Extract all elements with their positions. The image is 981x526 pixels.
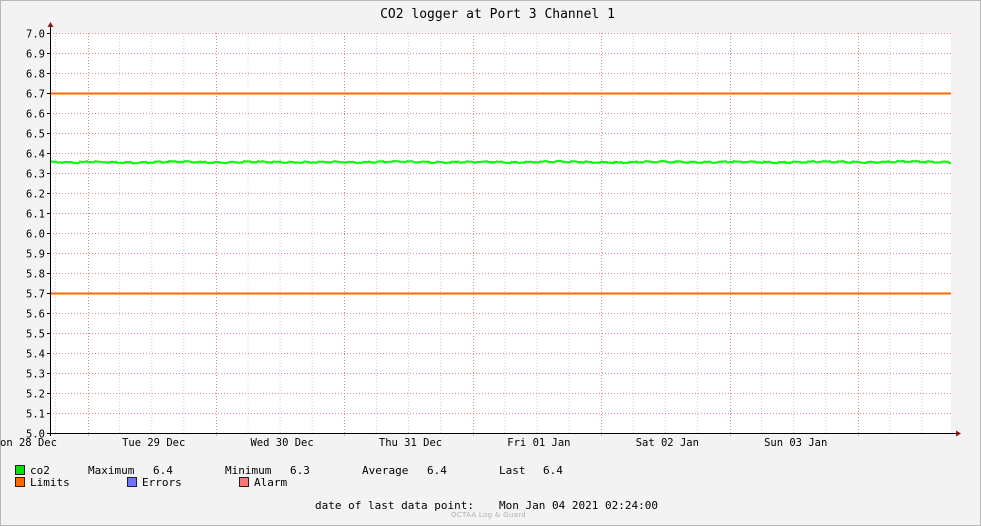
- legend-min-label: Minimum: [225, 464, 272, 477]
- y-tick-label: 6.9: [26, 49, 45, 61]
- y-tick-label: 6.1: [26, 209, 45, 221]
- y-tick-label: 5.1: [26, 409, 45, 421]
- x-tick-label: Wed 30 Dec: [250, 437, 313, 449]
- y-tick-label: 6.3: [26, 169, 45, 181]
- legend-swatch-co2: [15, 465, 25, 475]
- legend-last-label: Last: [499, 464, 526, 477]
- x-tick-label: Tue 29 Dec: [122, 437, 185, 449]
- legend-max-label: Maximum: [88, 464, 135, 477]
- x-tick-label: Sun 03 Jan: [764, 437, 827, 449]
- x-tick-label: Fri 01 Jan: [507, 437, 570, 449]
- x-tick-label: Thu 31 Dec: [379, 437, 442, 449]
- watermark: OCTAA Log & Guard: [451, 511, 526, 519]
- y-tick-label: 6.8: [26, 69, 45, 81]
- x-tick-label: Mon 28 Dec: [0, 437, 57, 449]
- series-line-co2: [49, 159, 952, 165]
- legend-label-co2: co2: [30, 464, 50, 477]
- last-data-point-value: Mon Jan 04 2021 02:24:00: [499, 499, 658, 512]
- y-tick-label: 6.4: [26, 149, 45, 161]
- y-tick-label: 6.6: [26, 109, 45, 121]
- legend-label-limits: Limits: [30, 476, 70, 489]
- y-tick-label: 5.7: [26, 289, 45, 301]
- legend-max-value: 6.4: [153, 464, 173, 477]
- y-tick-label: 5.0: [26, 429, 45, 441]
- legend-label-errors: Errors: [142, 476, 182, 489]
- legend-swatch-limits: [15, 477, 25, 487]
- legend-avg-value: 6.4: [427, 464, 447, 477]
- legend-swatch-errors: [127, 477, 137, 487]
- y-tick-label: 6.2: [26, 189, 45, 201]
- y-tick-label: 5.4: [26, 349, 45, 361]
- y-axis-arrow: [47, 22, 54, 27]
- x-axis-arrow: [956, 430, 961, 437]
- y-tick-label: 5.8: [26, 269, 45, 281]
- y-tick-label: 5.2: [26, 389, 45, 401]
- last-data-point-label: date of last data point:: [315, 499, 474, 512]
- x-tick-label: Sat 02 Jan: [636, 437, 699, 449]
- y-tick-label: 7.0: [26, 29, 45, 41]
- legend-swatch-alarm: [239, 477, 249, 487]
- y-tick-label: 5.9: [26, 249, 45, 261]
- y-tick-label: 6.0: [26, 229, 45, 241]
- y-tick-label: 5.6: [26, 309, 45, 321]
- y-tick-label: 5.5: [26, 329, 45, 341]
- legend-last-value: 6.4: [543, 464, 563, 477]
- legend-min-value: 6.3: [290, 464, 310, 477]
- y-tick-label: 6.5: [26, 129, 45, 141]
- chart-title: CO2 logger at Port 3 Channel 1: [380, 7, 615, 22]
- legend-avg-label: Average: [362, 464, 409, 477]
- y-tick-label: 5.3: [26, 369, 45, 381]
- legend-label-alarm: Alarm: [254, 476, 288, 489]
- y-tick-label: 6.7: [26, 89, 45, 101]
